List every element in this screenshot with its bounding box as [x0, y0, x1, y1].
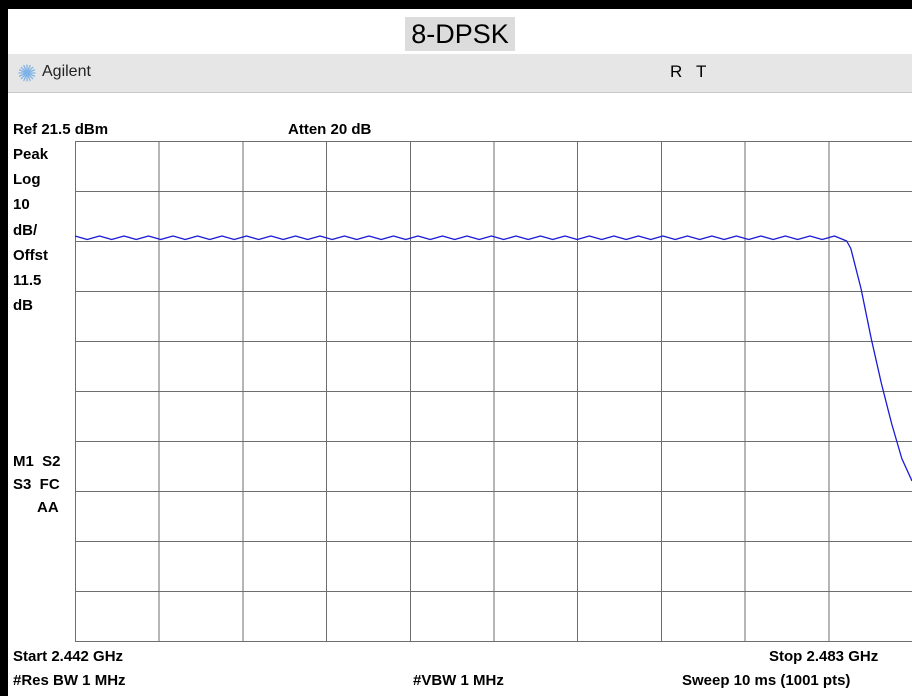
marker-flags-line2: S3 FC: [13, 476, 60, 493]
video-bandwidth-label: #VBW 1 MHz: [413, 672, 504, 689]
marker-flags-line1: M1 S2: [13, 453, 61, 470]
ref-level-label: Ref 21.5 dBm: [13, 121, 109, 138]
status-flag-t: T: [696, 62, 707, 81]
offset-value-label: 11.5: [13, 272, 42, 289]
attenuation-label: Atten 20 dB: [288, 121, 372, 138]
agilent-spark-icon: [18, 64, 36, 87]
scale-unit-label: dB/: [13, 222, 38, 239]
scale-type-label: Log: [13, 171, 41, 188]
spectrum-trace: [74, 235, 912, 482]
chart-title: 8-DPSK: [405, 17, 515, 51]
marker-flags-line3: AA: [37, 499, 59, 516]
start-frequency-label: Start 2.442 GHz: [13, 648, 124, 665]
stop-frequency-label: Stop 2.483 GHz: [769, 648, 879, 665]
window-frame-top: [0, 0, 912, 9]
scale-value-label: 10: [13, 196, 30, 213]
title-bar: 8-DPSK: [8, 9, 912, 54]
offset-unit-label: dB: [13, 297, 33, 314]
sweep-label: Sweep 10 ms (1001 pts): [682, 672, 851, 689]
offset-label: Offst: [13, 247, 48, 264]
brand-name: Agilent: [42, 63, 91, 80]
window-frame-left: [0, 0, 8, 696]
status-flag-r: R: [670, 62, 683, 81]
instrument-header: Agilent R T: [8, 54, 912, 93]
detector-label: Peak: [13, 146, 49, 163]
resolution-bandwidth-label: #Res BW 1 MHz: [13, 672, 126, 689]
